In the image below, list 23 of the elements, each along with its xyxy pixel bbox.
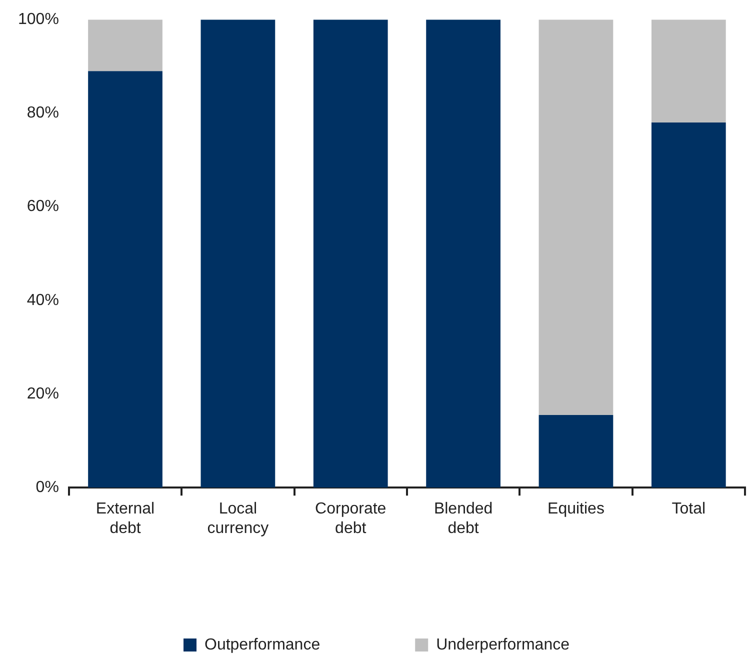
y-tick-label: 80% <box>26 104 59 122</box>
bar <box>426 20 500 488</box>
legend-label: Outperformance <box>204 636 320 654</box>
y-tick-label: 100% <box>18 11 59 28</box>
bar <box>88 20 162 72</box>
bar <box>538 415 614 488</box>
bar <box>651 20 726 123</box>
x-tick-label: Corporate debt <box>315 500 386 537</box>
x-tick-label: Local currency <box>207 500 269 537</box>
y-tick-label: 0% <box>36 479 59 496</box>
x-tick-label: Blended debt <box>434 500 493 537</box>
y-tick-label: 40% <box>26 292 59 309</box>
bar <box>538 20 614 416</box>
bar <box>200 20 276 488</box>
bar <box>313 20 388 488</box>
legend-label: Underperformance <box>436 636 570 654</box>
x-tick-label: Total <box>672 500 706 518</box>
y-tick-label: 20% <box>26 385 59 402</box>
y-tick-label: 60% <box>26 198 59 216</box>
x-tick-label: Equities <box>548 500 604 518</box>
bar <box>651 122 726 488</box>
bar <box>88 71 162 488</box>
x-tick-label: External debt <box>96 500 155 537</box>
